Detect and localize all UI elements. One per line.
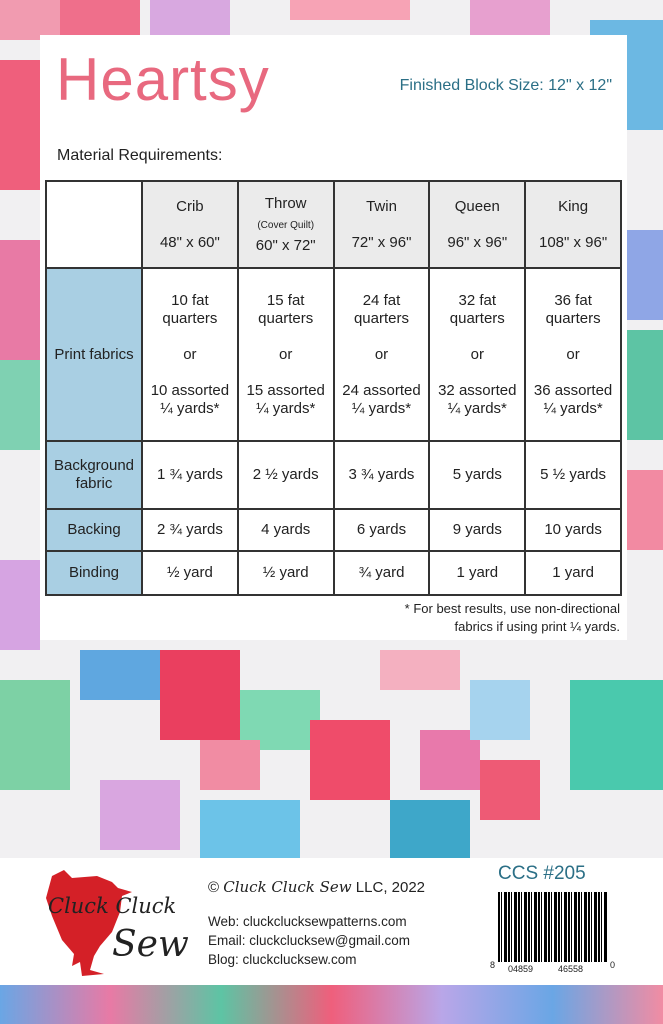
empty-corner-cell [45, 180, 143, 269]
table-cell: 3 ¾ yards [332, 440, 431, 510]
copyright: © Cluck Cluck Sew LLC, 2022 [208, 878, 426, 896]
table-row-background: Background fabric 1 ¾ yards 2 ½ yards 3 … [45, 440, 622, 510]
table-cell: 32 fat quarters or 32 assorted ¼ yards* [428, 267, 527, 442]
material-requirements-panel: Heartsy Finished Block Size: 12" x 12" M… [40, 35, 627, 640]
pattern-title: Heartsy [56, 46, 270, 113]
row-label: Backing [45, 508, 143, 552]
header-king: King 108" x 96" [524, 180, 622, 269]
table-cell: 36 fat quarters or 36 assorted ¼ yards* [524, 267, 622, 442]
row-label: Background fabric [45, 440, 143, 510]
table-cell: 6 yards [332, 508, 431, 552]
web-link[interactable]: Web: cluckclucksewpatterns.com [208, 914, 407, 929]
table-cell: 1 yard [428, 550, 527, 596]
table-cell: 24 fat quarters or 24 assorted ¼ yards* [332, 267, 431, 442]
table-cell: ½ yard [141, 550, 239, 596]
table-cell: 10 fat quarters or 10 assorted ¼ yards* [141, 267, 239, 442]
row-label: Print fabrics [45, 267, 143, 442]
header-crib: Crib 48" x 60" [141, 180, 239, 269]
finished-block-size: Finished Block Size: 12" x 12" [399, 77, 612, 94]
table-row-backing: Backing 2 ¾ yards 4 yards 6 yards 9 yard… [45, 508, 622, 552]
table-cell: ½ yard [236, 550, 335, 596]
footnote: * For best results, use non-directional f… [404, 601, 620, 634]
hen-icon [46, 870, 132, 976]
blog-link[interactable]: Blog: cluckclucksew.com [208, 952, 357, 967]
table-row-binding: Binding ½ yard ½ yard ¾ yard 1 yard 1 ya… [45, 550, 622, 596]
table-cell: 1 yard [524, 550, 622, 596]
barcode: 8 04859 46558 0 [490, 892, 615, 974]
email-link[interactable]: Email: cluckclucksew@gmail.com [208, 933, 410, 948]
table-cell: 5 ½ yards [524, 440, 622, 510]
table-cell: ¾ yard [332, 550, 431, 596]
table-cell: 9 yards [428, 508, 527, 552]
header-queen: Queen 96" x 96" [428, 180, 527, 269]
table-cell: 2 ½ yards [236, 440, 335, 510]
table-cell: 15 fat quarters or 15 assorted ¼ yards* [236, 267, 335, 442]
header-throw: Throw (Cover Quilt) 60" x 72" [236, 180, 335, 269]
product-code: CCS #205 [498, 863, 586, 884]
row-label: Binding [45, 550, 143, 596]
table-cell: 1 ¾ yards [141, 440, 239, 510]
table-row-print: Print fabrics 10 fat quarters or 10 assort… [45, 267, 622, 442]
table-cell: 5 yards [428, 440, 527, 510]
material-requirements-heading: Material Requirements: [57, 147, 223, 164]
table-cell: 4 yards [236, 508, 335, 552]
requirements-table: Crib 48" x 60" Throw (Cover Quilt) 60" x 72… [45, 180, 622, 596]
table-header-row: Crib 48" x 60" Throw (Cover Quilt) 60" x 72… [45, 180, 622, 269]
table-cell: 10 yards [524, 508, 622, 552]
footer: Cluck Cluck Sew © Cluck Cluck Sew LLC, 2… [0, 858, 663, 985]
contact-info: Web: cluckclucksewpatterns.com Email: cl… [208, 912, 410, 950]
header-twin: Twin 72" x 96" [332, 180, 431, 269]
table-cell: 2 ¾ yards [141, 508, 239, 552]
